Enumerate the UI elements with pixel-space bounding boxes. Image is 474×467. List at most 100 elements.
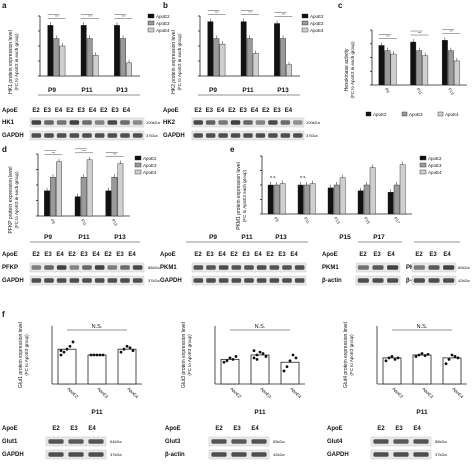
significance-stars: *** [418,31,422,35]
data-point [426,353,430,356]
data-point [62,350,66,354]
bar [80,25,87,77]
group-label: P13 [116,87,128,94]
row-label-apoe: ApoE [2,426,18,432]
blot-band [107,120,118,125]
blot-band [211,452,227,457]
bar [442,357,462,385]
blot-band [373,452,389,457]
data-point [95,353,99,357]
bar [369,167,376,215]
bar [441,40,448,86]
group-label: P11 [91,409,103,416]
significance-stars: *** [88,14,92,18]
blot-band [132,120,143,125]
bar [56,161,62,217]
bar [274,23,280,77]
lane-label: E4 [128,252,136,258]
group-label: P11 [78,234,90,241]
significance-stars: *** [386,34,390,38]
lane-label: E4 [290,252,298,258]
blot-row-label: GAPDH [2,278,24,284]
bar [86,38,93,77]
legend-entry: ApoE2 [156,14,170,19]
data-point [288,359,292,363]
group-label: P9 [44,234,52,241]
y-axis-label: PKM1 protein expression level [236,162,242,230]
blot-row-label: HK2 [163,120,176,126]
bar [273,184,280,215]
blot-band [120,120,130,125]
data-point [444,362,448,366]
significance-stars: *** [113,153,117,157]
lane-label: E3 [395,426,403,432]
blot-band [294,278,305,283]
blot-row-label: PKM1 [160,265,177,271]
bar [87,354,107,385]
blot-band [56,278,67,283]
lane-label: E2 [66,108,74,114]
data-point [393,357,397,361]
bar [279,183,286,215]
bar [327,187,334,215]
blot-band [243,120,253,125]
blot-band [31,133,42,138]
x-tick-label: P17 [393,216,401,225]
data-point [65,347,69,351]
blot-band [82,133,92,138]
lane-label: E4 [88,426,96,432]
y-axis-label: (FC to ApoE3 in each group) [14,171,19,229]
lane-label: E3 [240,108,248,114]
blot-band [218,133,228,138]
data-point [264,355,268,358]
row-label-apoe: ApoE [322,252,338,258]
kda-label: 100kDa [146,120,161,125]
kda-label: 37kDa [110,452,122,457]
bar [447,50,454,86]
blot-band [251,439,267,444]
lane-label: E3 [429,252,437,258]
blot-row-label: PFKP [2,265,18,271]
blot-band [256,278,267,283]
bar [246,38,253,77]
blot-band [205,120,216,125]
blot-band [231,265,242,270]
bar [363,184,370,215]
blot-row-label: β-actin [165,452,185,458]
y-axis-label: Glut1 protein expression level [18,322,24,388]
blot-band [68,439,84,444]
y-axis-label: (FC to ApoE3 in each group) [350,41,355,99]
significance-stars: *** [52,151,56,155]
data-point [390,355,394,358]
lane-label: E3 [373,252,381,258]
data-point [456,356,460,360]
bar [250,354,270,385]
legend-swatch [147,20,155,26]
lane-label: E3 [78,108,86,114]
significance-stars: *** [282,13,286,17]
row-label-apoe: ApoE [2,252,18,258]
legend-entry: ApoE2 [310,14,324,19]
legend-swatch [401,111,408,117]
row-label-apoe: ApoE [163,108,179,114]
data-point [231,357,235,361]
legend-entry: ApoE3 [428,163,442,168]
blot-band [255,120,266,125]
lane-label: E4 [413,426,421,432]
bar [117,348,137,385]
blot-band [69,278,80,283]
bar [390,53,397,86]
blot-row-label: Glut3 [165,439,181,445]
y-axis-label: Hexokinase activity [344,48,350,91]
blot-band [294,265,305,270]
y-axis-label: (FC to ApoE3 group) [349,334,354,376]
significance-stars: *** [122,14,126,18]
bar [280,38,286,77]
blot-band [269,265,280,270]
blot-row-label: GAPDH [2,133,24,139]
y-axis-label: HK1 protein expression level [8,30,14,94]
bar [382,357,402,385]
blot-band [107,133,118,138]
blot-band [94,120,105,125]
lane-label: E2 [104,252,112,258]
